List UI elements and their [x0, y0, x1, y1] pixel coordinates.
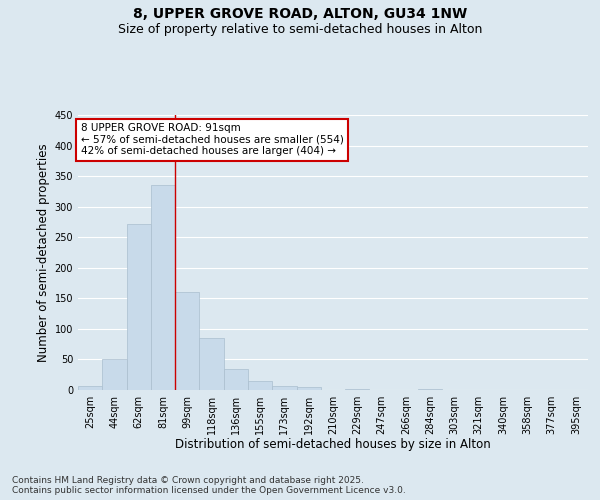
Bar	[296, 387, 321, 390]
Bar	[248, 381, 272, 390]
Bar	[224, 368, 248, 390]
Text: Size of property relative to semi-detached houses in Alton: Size of property relative to semi-detach…	[118, 22, 482, 36]
Bar	[102, 360, 127, 390]
X-axis label: Distribution of semi-detached houses by size in Alton: Distribution of semi-detached houses by …	[175, 438, 491, 452]
Bar	[345, 389, 370, 390]
Text: 8, UPPER GROVE ROAD, ALTON, GU34 1NW: 8, UPPER GROVE ROAD, ALTON, GU34 1NW	[133, 8, 467, 22]
Y-axis label: Number of semi-detached properties: Number of semi-detached properties	[37, 143, 50, 362]
Bar	[175, 292, 199, 390]
Bar	[418, 389, 442, 390]
Bar	[199, 338, 224, 390]
Text: Contains HM Land Registry data © Crown copyright and database right 2025.
Contai: Contains HM Land Registry data © Crown c…	[12, 476, 406, 495]
Bar	[127, 224, 151, 390]
Bar	[78, 386, 102, 390]
Text: 8 UPPER GROVE ROAD: 91sqm
← 57% of semi-detached houses are smaller (554)
42% of: 8 UPPER GROVE ROAD: 91sqm ← 57% of semi-…	[80, 123, 343, 156]
Bar	[272, 386, 296, 390]
Bar	[151, 186, 175, 390]
